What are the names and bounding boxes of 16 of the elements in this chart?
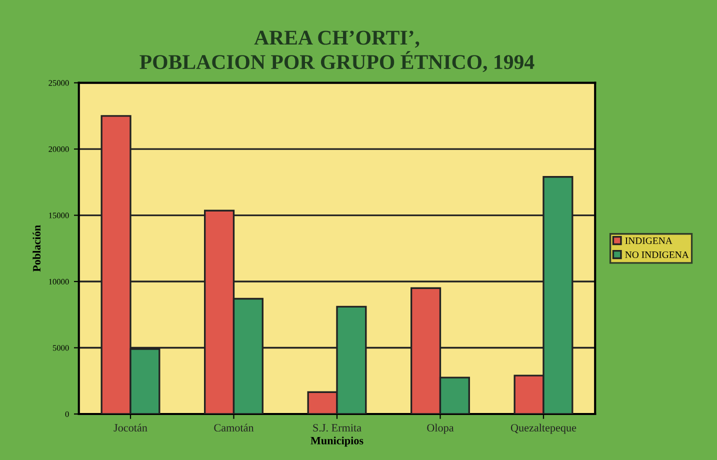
y-tick-label: 20000 <box>48 146 69 152</box>
x-tick-label: Camotán <box>214 424 254 432</box>
y-tick-label: 5000 <box>52 345 69 351</box>
x-tick-label: Quezaltepeque <box>510 424 576 434</box>
x-tick-label: Jocotán <box>114 424 148 432</box>
x-axis-title: Municipios <box>310 436 364 447</box>
y-tick-label: 15000 <box>49 212 69 218</box>
y-tick-label: 0 <box>65 411 69 417</box>
x-tick-label: S.J. Ermita <box>313 424 362 432</box>
y-tick-label: 10000 <box>49 278 69 284</box>
y-axis-title: Población <box>32 225 40 272</box>
y-tick-label: 25000 <box>48 80 69 86</box>
legend-label: NO INDIGENA <box>625 251 689 258</box>
legend-label: INDIGENA <box>625 237 672 244</box>
x-tick-label: Olopa <box>427 424 454 434</box>
chart-title: AREA CH’ORTI’, POBLACION POR GRUPO ÉTNICO, 1994 <box>140 30 534 72</box>
